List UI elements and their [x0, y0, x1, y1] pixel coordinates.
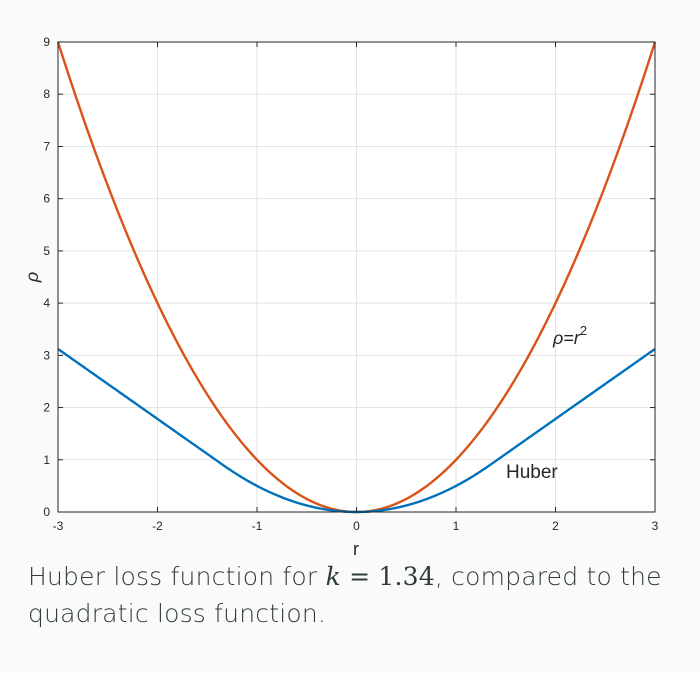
quadratic-curve-label: ρ=r2 — [552, 323, 587, 348]
caption-math-equals: = — [340, 562, 379, 591]
y-tick-label: 7 — [43, 139, 50, 153]
y-tick-label: 1 — [43, 453, 50, 467]
x-tick-label: 0 — [353, 519, 360, 533]
y-tick-labels: 0 1 2 3 4 5 6 7 8 9 — [43, 35, 50, 519]
x-tick-label: 2 — [552, 519, 559, 533]
x-tick-label: 3 — [652, 519, 659, 533]
caption-text-after: , compared to the quadratic loss functio… — [28, 562, 662, 628]
caption-math-variable: k — [325, 562, 341, 591]
quadratic-label-superscript: 2 — [580, 323, 587, 338]
x-tick-label: -1 — [252, 519, 263, 533]
y-tick-label: 0 — [43, 505, 50, 519]
x-tick-label: -2 — [152, 519, 163, 533]
y-tick-label: 3 — [43, 348, 50, 362]
x-tick-label: 1 — [453, 519, 460, 533]
quadratic-label-text: ρ=r — [552, 328, 581, 348]
caption-text-before: Huber loss function for — [28, 562, 326, 591]
y-tick-label: 9 — [43, 35, 50, 49]
y-tick-label: 8 — [43, 87, 50, 101]
huber-curve-label: Huber — [506, 462, 558, 483]
x-tick-label: -3 — [53, 519, 64, 533]
caption-math: k = 1.34 — [326, 562, 435, 591]
y-tick-label: 5 — [43, 244, 50, 258]
x-tick-labels: -3 -2 -1 0 1 2 3 — [53, 519, 659, 533]
y-axis-label: ρ — [22, 272, 42, 283]
figure-caption: Huber loss function for k = 1.34, compar… — [28, 558, 688, 632]
y-tick-label: 6 — [43, 192, 50, 206]
y-tick-label: 4 — [43, 296, 50, 310]
axis-ticks — [57, 41, 656, 513]
x-axis-label: r — [353, 539, 359, 559]
y-tick-label: 2 — [43, 401, 50, 415]
caption-math-value: 1.34 — [378, 562, 435, 591]
